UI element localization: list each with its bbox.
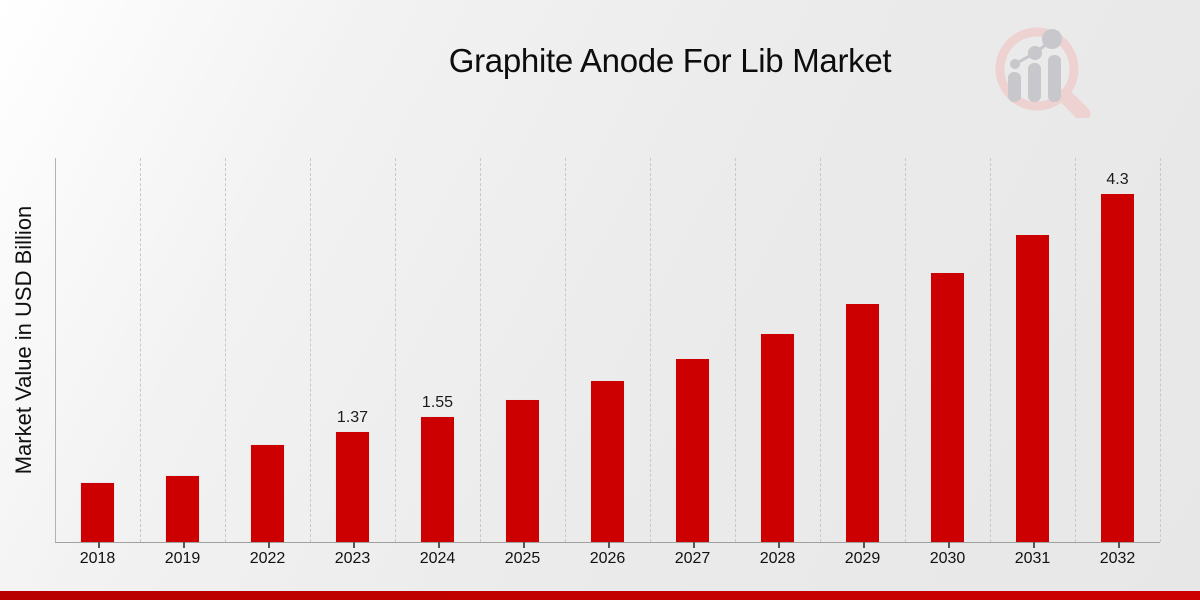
x-axis-tick	[777, 542, 780, 548]
bar-2031	[1015, 234, 1050, 542]
vertical-gridline	[565, 158, 566, 542]
bar-2019	[165, 475, 200, 542]
bar-2032	[1100, 193, 1135, 542]
bar-2030	[930, 272, 965, 542]
x-tick-label-2022: 2022	[249, 550, 286, 567]
bar-value-label-2024: 1.55	[421, 394, 454, 411]
x-axis-tick	[607, 542, 610, 548]
vertical-gridline	[990, 158, 991, 542]
bar-2023	[335, 431, 370, 542]
vertical-gridline	[735, 158, 736, 542]
x-tick-label-2019: 2019	[164, 550, 201, 567]
x-axis-tick	[947, 542, 950, 548]
x-tick-label-2027: 2027	[674, 550, 711, 567]
x-axis-tick	[437, 542, 440, 548]
vertical-gridline	[395, 158, 396, 542]
vertical-gridline	[1160, 158, 1161, 542]
bar-2027	[675, 358, 710, 542]
x-axis-tick	[862, 542, 865, 548]
x-axis-tick	[692, 542, 695, 548]
vertical-gridline	[480, 158, 481, 542]
x-tick-label-2025: 2025	[504, 550, 541, 567]
bar-2026	[590, 380, 625, 542]
vertical-gridline	[820, 158, 821, 542]
x-tick-label-2029: 2029	[844, 550, 881, 567]
vertical-gridline	[1075, 158, 1076, 542]
x-tick-label-2031: 2031	[1014, 550, 1051, 567]
y-axis-line	[55, 158, 56, 542]
vertical-gridline	[310, 158, 311, 542]
x-axis-tick	[267, 542, 270, 548]
x-axis-tick	[1117, 542, 1120, 548]
bar-2028	[760, 333, 795, 542]
vertical-gridline	[650, 158, 651, 542]
x-axis-tick	[522, 542, 525, 548]
x-axis-tick	[97, 542, 100, 548]
bar-2024	[420, 416, 455, 542]
bar-2029	[845, 303, 880, 542]
magnifier-bar-chart-logo-icon	[988, 22, 1100, 122]
x-axis-tick	[182, 542, 185, 548]
y-axis-label: Market Value in USD Billion	[11, 205, 36, 475]
x-tick-label-2030: 2030	[929, 550, 966, 567]
vertical-gridline	[225, 158, 226, 542]
x-tick-label-2023: 2023	[334, 550, 371, 567]
bar-value-label-2032: 4.3	[1106, 171, 1129, 188]
x-tick-label-2026: 2026	[589, 550, 626, 567]
bar-value-label-2023: 1.37	[336, 409, 369, 426]
bottom-red-banner	[0, 591, 1200, 600]
bar-2018	[80, 482, 115, 542]
x-axis-tick	[352, 542, 355, 548]
vertical-gridline	[905, 158, 906, 542]
plot-area: 2018 2019 2022 1.37 2023 1.55 2024 2025 2026 2027…	[55, 158, 1161, 567]
bar-2022	[250, 444, 285, 542]
x-tick-label-2018: 2018	[79, 550, 116, 567]
chart-title: Graphite Anode For Lib Market	[448, 42, 892, 79]
x-tick-label-2024: 2024	[419, 550, 456, 567]
vertical-gridline	[140, 158, 141, 542]
x-tick-label-2032: 2032	[1099, 550, 1136, 567]
bar-2025	[505, 399, 540, 542]
x-axis-tick	[1032, 542, 1035, 548]
x-tick-label-2028: 2028	[759, 550, 796, 567]
